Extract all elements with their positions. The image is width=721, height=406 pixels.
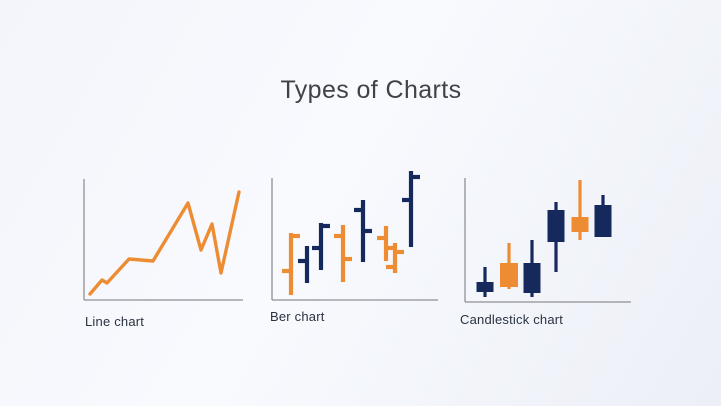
ber-chart-label: Ber chart	[270, 309, 325, 324]
candlestick-chart-figure	[464, 178, 631, 303]
candle-body	[476, 282, 494, 292]
candle-body	[500, 263, 518, 287]
page-title: Types of Charts	[280, 76, 462, 104]
candle-body	[594, 205, 612, 237]
ber-chart-panel	[268, 168, 445, 305]
candle-body	[571, 217, 589, 232]
candle-body	[547, 210, 565, 242]
line-chart-figure	[83, 179, 243, 301]
candle-body	[523, 263, 541, 293]
line-series	[88, 190, 241, 296]
line-chart-panel	[80, 175, 245, 305]
line-chart-label: Line chart	[85, 314, 145, 329]
candlestick-chart-panel	[461, 168, 635, 306]
ber-chart-figure	[271, 171, 438, 301]
candlestick-chart-label: Candlestick chart	[460, 312, 564, 327]
